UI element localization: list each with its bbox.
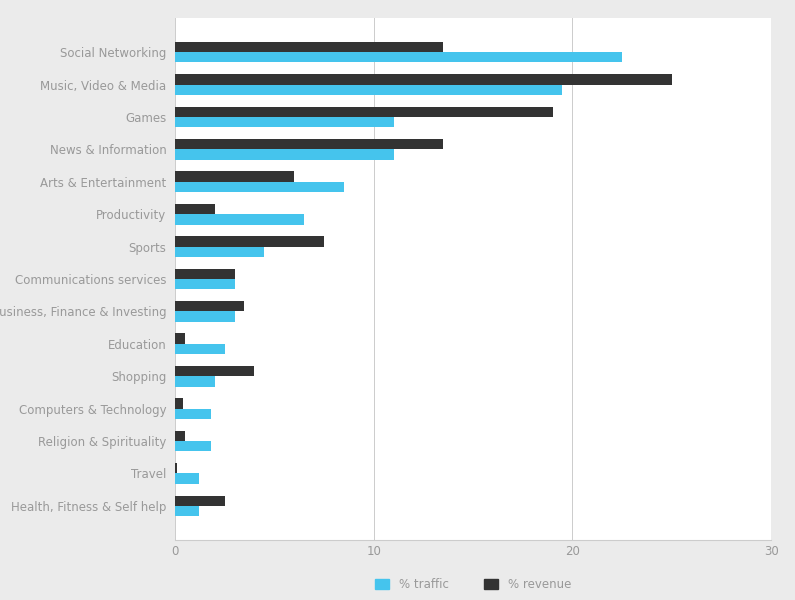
Bar xyxy=(175,473,199,484)
Bar xyxy=(175,172,294,182)
Bar xyxy=(175,366,254,376)
Bar xyxy=(175,431,184,441)
Bar xyxy=(175,463,176,473)
Bar xyxy=(175,441,211,451)
Bar xyxy=(175,311,235,322)
Bar xyxy=(175,344,224,354)
Bar xyxy=(175,496,224,506)
Bar xyxy=(175,139,444,149)
Bar xyxy=(175,279,235,289)
Bar xyxy=(175,214,304,224)
Bar xyxy=(175,236,324,247)
Bar xyxy=(175,149,394,160)
Bar xyxy=(175,376,215,386)
Bar xyxy=(175,506,199,516)
Bar xyxy=(175,42,444,52)
Bar xyxy=(175,182,343,192)
Bar xyxy=(175,269,235,279)
Bar xyxy=(175,107,553,117)
Bar xyxy=(175,334,184,344)
Bar xyxy=(175,398,183,409)
Bar xyxy=(175,85,562,95)
Bar xyxy=(175,117,394,127)
Legend: % traffic, % revenue: % traffic, % revenue xyxy=(369,572,577,597)
Bar xyxy=(175,52,622,62)
Bar xyxy=(175,74,672,85)
Bar xyxy=(175,301,245,311)
Bar xyxy=(175,247,264,257)
Bar xyxy=(175,204,215,214)
Bar xyxy=(175,409,211,419)
